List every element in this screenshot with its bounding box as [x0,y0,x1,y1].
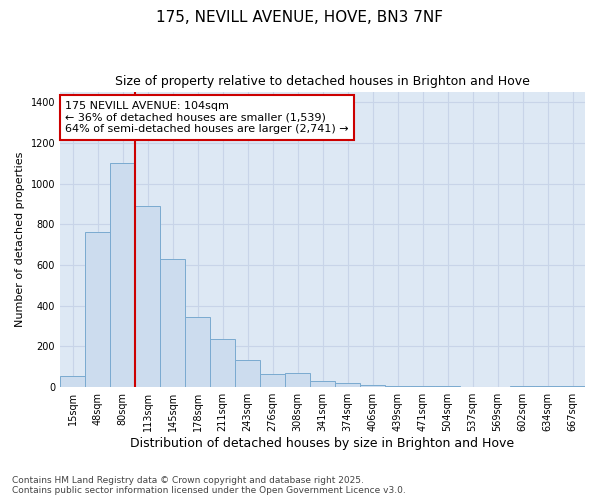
Bar [260,374,285,387]
Bar [85,232,110,387]
Bar [285,373,310,387]
Bar [310,381,335,387]
Bar [460,386,485,387]
Bar [385,386,410,387]
Bar [435,386,460,387]
Bar [410,386,435,387]
Text: 175 NEVILL AVENUE: 104sqm
← 36% of detached houses are smaller (1,539)
64% of se: 175 NEVILL AVENUE: 104sqm ← 36% of detac… [65,101,349,134]
Text: 175, NEVILL AVENUE, HOVE, BN3 7NF: 175, NEVILL AVENUE, HOVE, BN3 7NF [157,10,443,25]
Bar [135,206,160,387]
Bar [160,259,185,387]
Bar [510,386,535,387]
Bar [535,386,560,387]
Bar [235,360,260,387]
Bar [210,340,235,387]
Bar [335,383,360,387]
Bar [560,386,585,387]
Bar [360,385,385,387]
X-axis label: Distribution of detached houses by size in Brighton and Hove: Distribution of detached houses by size … [130,437,515,450]
Y-axis label: Number of detached properties: Number of detached properties [15,152,25,328]
Text: Contains HM Land Registry data © Crown copyright and database right 2025.
Contai: Contains HM Land Registry data © Crown c… [12,476,406,495]
Title: Size of property relative to detached houses in Brighton and Hove: Size of property relative to detached ho… [115,75,530,88]
Bar [60,376,85,387]
Bar [485,386,510,387]
Bar [110,163,135,387]
Bar [185,317,210,387]
